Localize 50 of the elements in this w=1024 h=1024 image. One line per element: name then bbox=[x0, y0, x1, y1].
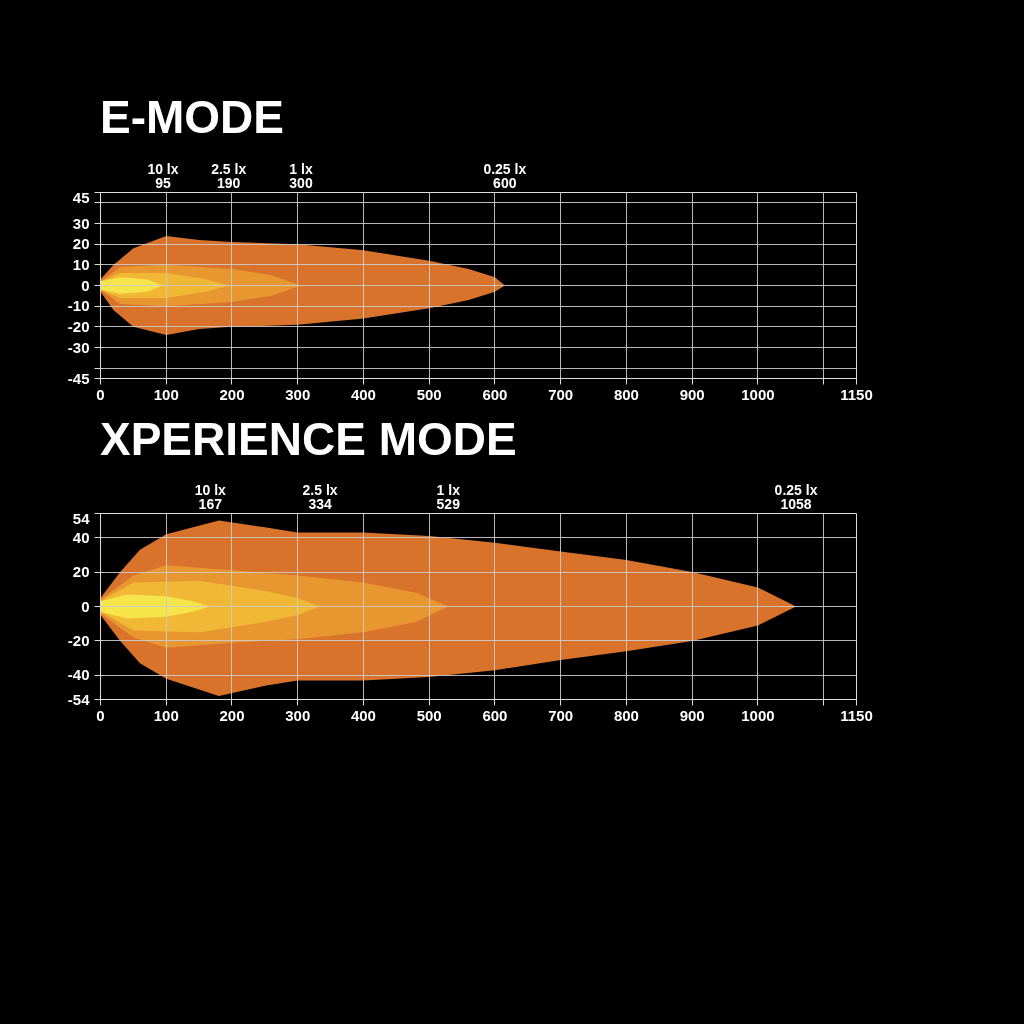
y-tick-label: 0 bbox=[81, 276, 90, 294]
x-tick-label: 400 bbox=[350, 385, 376, 403]
y-tick-label: -20 bbox=[67, 632, 90, 650]
y-tick-label: -10 bbox=[67, 296, 90, 314]
text: 2.5 lx 190 bbox=[211, 160, 247, 192]
x-tick-label: 200 bbox=[219, 706, 245, 724]
x-tick-label: 500 bbox=[416, 385, 442, 403]
x-tick-label: 800 bbox=[613, 385, 639, 403]
x-tick-label: 1000 bbox=[741, 385, 775, 403]
y-tick-label: -30 bbox=[67, 338, 90, 356]
x-tick-label: 100 bbox=[153, 385, 179, 403]
x-tick-label: 600 bbox=[482, 385, 508, 403]
y-tick-label: -20 bbox=[67, 317, 90, 335]
x-tick-label: 900 bbox=[679, 385, 705, 403]
y-tick-label: 30 bbox=[72, 214, 90, 232]
text: 10 lx 167 bbox=[194, 482, 227, 513]
text: 10 lx 95 bbox=[147, 160, 179, 192]
x-tick-label: 0 bbox=[96, 385, 105, 403]
y-tick-label: 54 bbox=[72, 509, 91, 527]
x-tick-label: 300 bbox=[285, 385, 311, 403]
y-tick-label: 45 bbox=[72, 188, 90, 206]
y-tick-label: 0 bbox=[81, 597, 90, 615]
x-tick-label: 700 bbox=[548, 706, 574, 724]
x-tick-label: 700 bbox=[548, 385, 574, 403]
text: 1 lx 300 bbox=[289, 160, 313, 192]
text: 1 lx 529 bbox=[436, 482, 461, 513]
x-tick-label: 300 bbox=[285, 706, 311, 724]
x-tick-label: 800 bbox=[613, 706, 639, 724]
y-tick-label: 10 bbox=[72, 255, 90, 273]
x-tick-label: 1150 bbox=[840, 385, 873, 403]
y-tick-label: 20 bbox=[72, 234, 90, 252]
chart-title: XPERIENCE MODE bbox=[100, 411, 517, 467]
x-tick-label: 500 bbox=[416, 706, 442, 724]
x-tick-label: 100 bbox=[153, 706, 179, 724]
x-tick-label: 900 bbox=[679, 706, 705, 724]
x-tick-label: 0 bbox=[96, 706, 105, 724]
x-tick-label: 1150 bbox=[840, 706, 873, 724]
y-tick-label: -54 bbox=[67, 690, 91, 708]
y-tick-label: -40 bbox=[67, 666, 90, 684]
text: 0.25 lx 1058 bbox=[774, 482, 818, 513]
text: 2.5 lx 334 bbox=[302, 482, 338, 513]
x-tick-label: 1000 bbox=[741, 706, 775, 724]
text: 0.25 lx 600 bbox=[483, 160, 527, 192]
x-tick-label: 400 bbox=[350, 706, 376, 724]
y-tick-label: -45 bbox=[67, 369, 90, 387]
x-tick-label: 600 bbox=[482, 706, 508, 724]
x-tick-label: 200 bbox=[219, 385, 245, 403]
y-tick-label: 20 bbox=[72, 563, 90, 581]
chart-title: E-MODE bbox=[100, 90, 284, 145]
y-tick-label: 40 bbox=[72, 529, 90, 547]
